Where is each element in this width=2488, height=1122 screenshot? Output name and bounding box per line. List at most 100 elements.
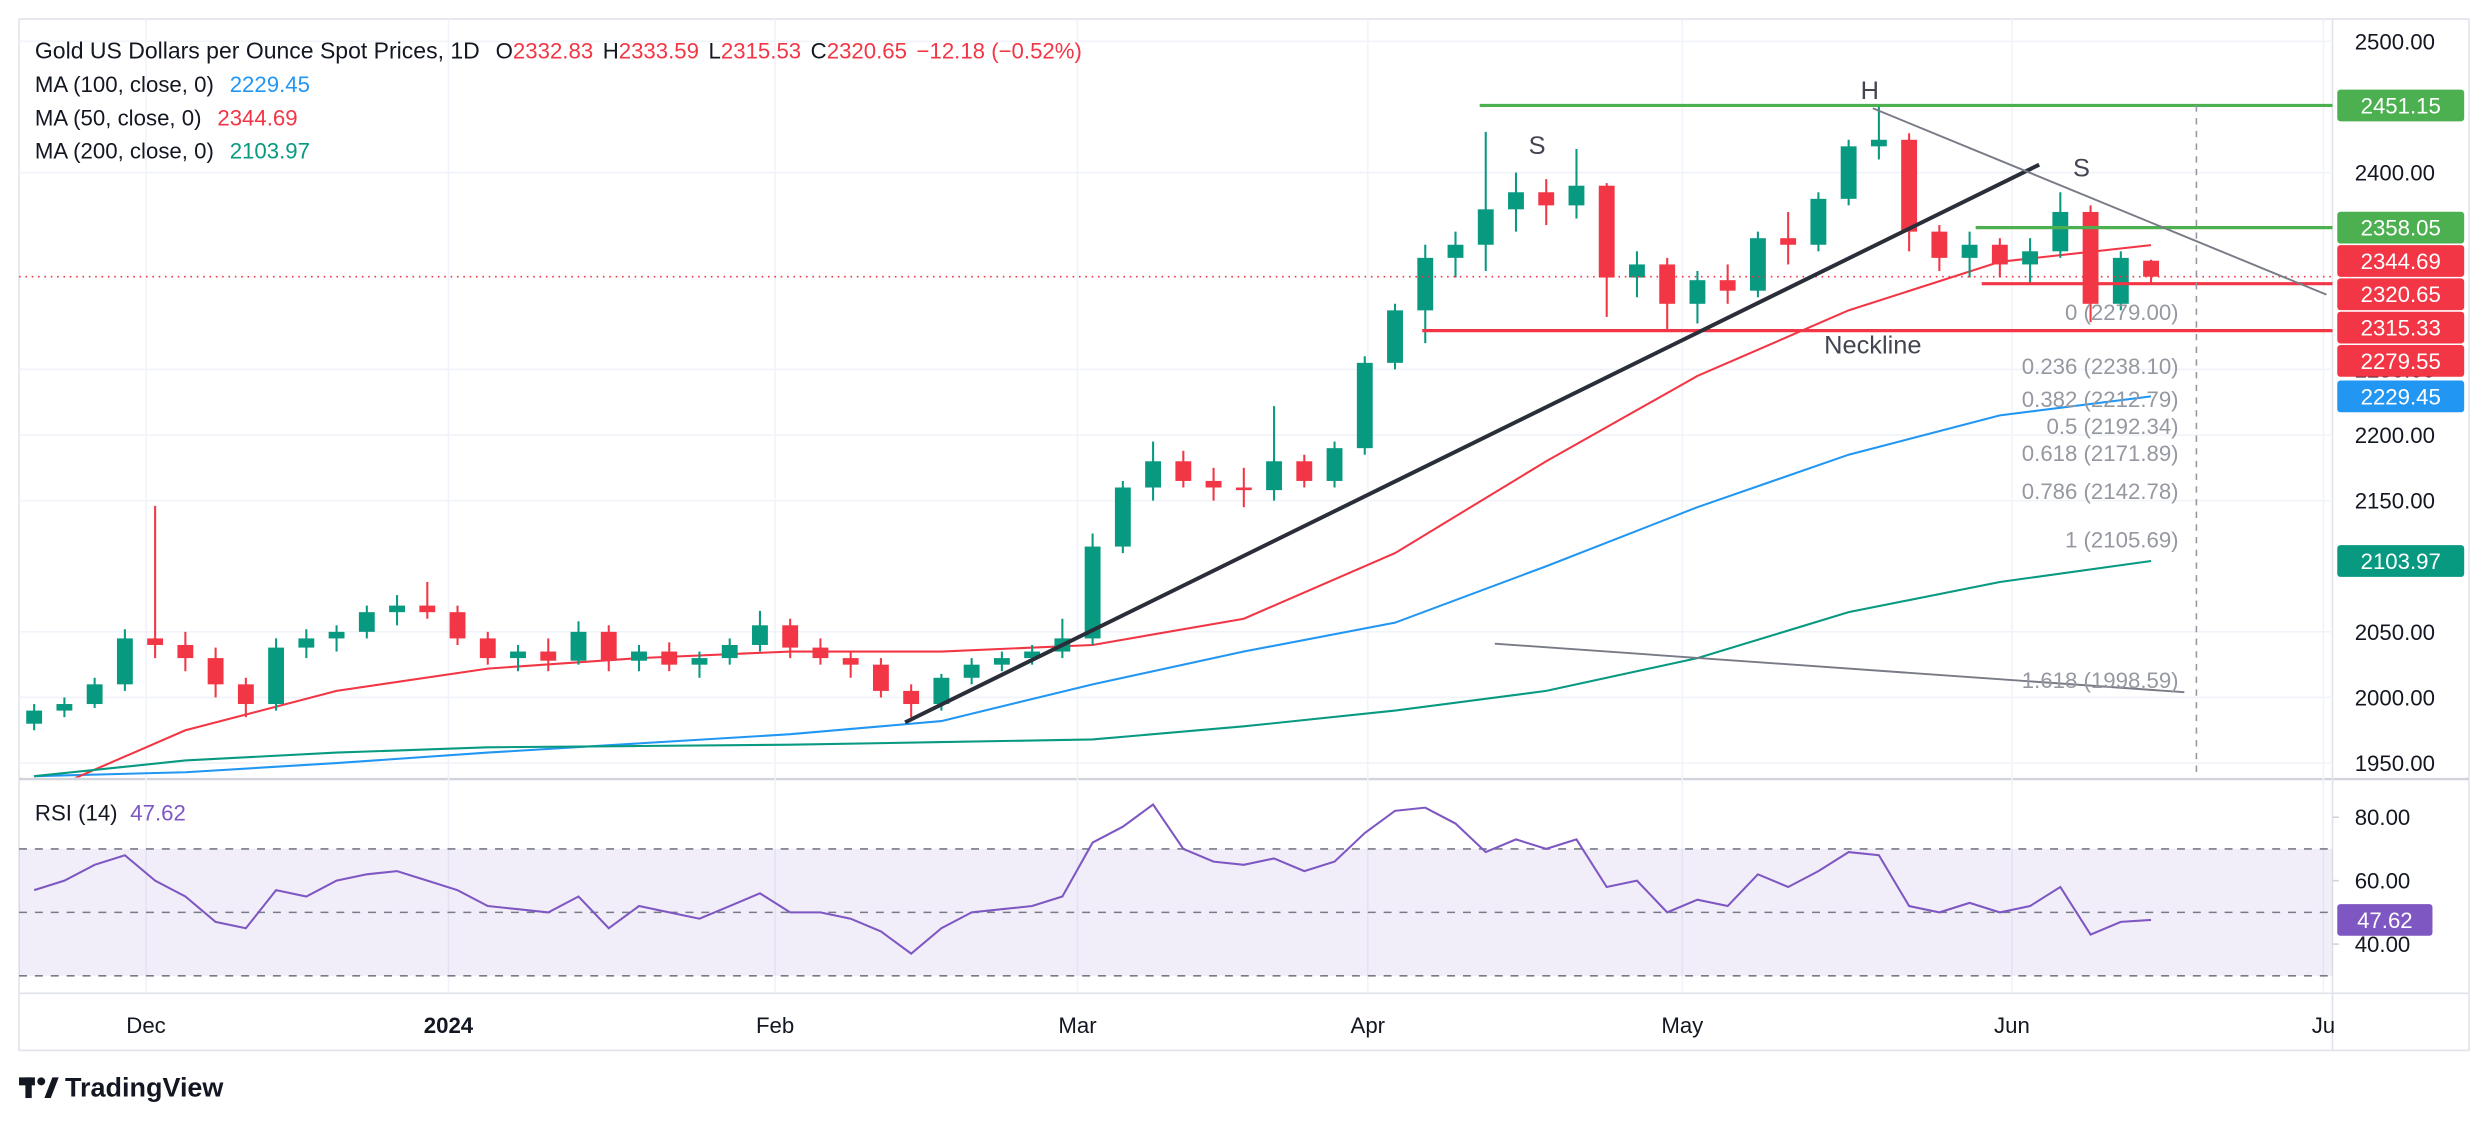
candle-body xyxy=(691,658,708,665)
price-badge xyxy=(2337,345,2465,377)
candle-body xyxy=(631,651,647,661)
chart-title: Gold US Dollars per Ounce Spot Prices, 1… xyxy=(35,38,480,64)
candle-body xyxy=(1749,238,1766,291)
x-tick-label: Jun xyxy=(1994,1013,2030,1038)
candle-body xyxy=(540,651,557,661)
candle-body xyxy=(2022,251,2039,265)
rsi-legend: RSI (14) 47.62 xyxy=(35,800,186,825)
fib-label: 1.618 (1998.59) xyxy=(2022,668,2179,693)
ma-value: 2344.69 xyxy=(217,105,297,130)
candle-body xyxy=(1508,192,1524,210)
price-badge-label: 2279.55 xyxy=(2361,349,2441,374)
pattern-annotation: S xyxy=(2073,155,2090,183)
candle-body xyxy=(933,677,950,705)
candle-body xyxy=(2112,257,2129,304)
candle-body xyxy=(1901,139,1918,232)
candle-body xyxy=(570,631,587,661)
candle-body xyxy=(1417,257,1434,311)
candle-body xyxy=(1931,231,1948,258)
x-tick-label: Apr xyxy=(1351,1013,1386,1038)
candle-body xyxy=(1719,280,1736,291)
candle-body xyxy=(1991,244,2008,265)
candle-body xyxy=(510,651,526,659)
y-tick-label: 2150.00 xyxy=(2355,489,2435,514)
ohlc-label: H xyxy=(603,39,619,64)
fib-label: 0 (2279.00) xyxy=(2065,300,2179,325)
ohlc-label: L xyxy=(709,39,721,64)
brand-name: TradingView xyxy=(65,1072,224,1102)
x-tick-label: Feb xyxy=(756,1013,794,1038)
price-badge-label: 2320.65 xyxy=(2361,282,2441,307)
pattern-annotation: S xyxy=(1529,132,1546,160)
candle-body xyxy=(993,658,1010,665)
candle-body xyxy=(1326,448,1343,481)
logo-part xyxy=(37,1077,46,1086)
x-tick-label: 2024 xyxy=(424,1013,474,1038)
candle-body xyxy=(1356,362,1373,449)
candle-body xyxy=(1568,185,1585,206)
pattern-annotation: Neckline xyxy=(1824,332,1921,360)
price-badge xyxy=(2337,245,2465,277)
fib-label: 0.236 (2238.10) xyxy=(2022,354,2179,379)
candle-body xyxy=(1145,461,1162,488)
ma-name: MA (200, close, 0) xyxy=(35,139,214,164)
candle-body xyxy=(2052,211,2069,252)
candle-body xyxy=(1870,139,1887,147)
y-tick-label: 1950.00 xyxy=(2355,751,2435,776)
x-tick-label: Dec xyxy=(126,1013,165,1038)
candle-body xyxy=(116,638,133,685)
fib-label: 0.382 (2212.79) xyxy=(2022,387,2179,412)
candle-body xyxy=(207,658,224,685)
candle-body xyxy=(661,651,678,665)
candle-body xyxy=(1961,244,1978,258)
candle-body xyxy=(389,605,405,613)
fib-label: 0.618 (2171.89) xyxy=(2022,441,2179,466)
rsi-badge xyxy=(2337,904,2433,936)
y-tick-label: 2050.00 xyxy=(2355,620,2435,645)
rsi-name: RSI (14) xyxy=(35,800,118,825)
fib-label: 1 (2105.69) xyxy=(2065,528,2179,553)
trend-line xyxy=(1494,642,2185,694)
candle-body xyxy=(1629,264,1645,278)
candle-body xyxy=(872,664,889,691)
candle-body xyxy=(2143,260,2159,277)
price-badge-label: 2103.97 xyxy=(2361,549,2441,574)
ohlc-value: 2315.53 xyxy=(721,39,801,64)
price-badge-label: 2358.05 xyxy=(2361,216,2441,241)
candle-body xyxy=(86,684,103,705)
x-tick-label: Ju xyxy=(2312,1013,2335,1038)
trend-line xyxy=(1872,107,2327,296)
candle-body xyxy=(963,664,980,678)
candle-body xyxy=(1840,146,1857,199)
candle-body xyxy=(298,638,315,648)
ma-value: 2103.97 xyxy=(230,139,310,164)
candle-body xyxy=(479,638,496,659)
candle-body xyxy=(1538,192,1555,206)
change-value: −12.18 (−0.52%) xyxy=(917,39,1082,64)
price-badge-label: 2315.33 xyxy=(2361,316,2441,341)
pattern-annotation: H xyxy=(1861,77,1879,105)
candle-body xyxy=(812,647,829,659)
x-tick-label: Mar xyxy=(1058,1013,1097,1038)
candle-body xyxy=(1689,280,1706,304)
candle-body xyxy=(600,631,617,661)
candle-body xyxy=(1447,244,1464,258)
candle-body xyxy=(1387,310,1403,363)
candle-body xyxy=(1477,209,1494,245)
ohlc-label: O xyxy=(496,39,513,64)
candle-body xyxy=(1598,185,1615,278)
y-tick-label: 2400.00 xyxy=(2355,161,2435,186)
fib-label: 0.786 (2142.78) xyxy=(2022,479,2179,504)
ma-legend: MA (50, close, 0) 2344.69 xyxy=(35,105,298,130)
price-badge xyxy=(2337,545,2465,577)
rsi-value: 47.62 xyxy=(130,800,186,825)
candle-body xyxy=(1810,198,1827,245)
logo-part xyxy=(25,1077,32,1099)
price-badge xyxy=(2337,380,2465,413)
candle-body xyxy=(752,625,768,645)
candle-body xyxy=(449,612,466,639)
price-badge-label: 2229.45 xyxy=(2361,384,2441,409)
candle-body xyxy=(237,684,254,705)
